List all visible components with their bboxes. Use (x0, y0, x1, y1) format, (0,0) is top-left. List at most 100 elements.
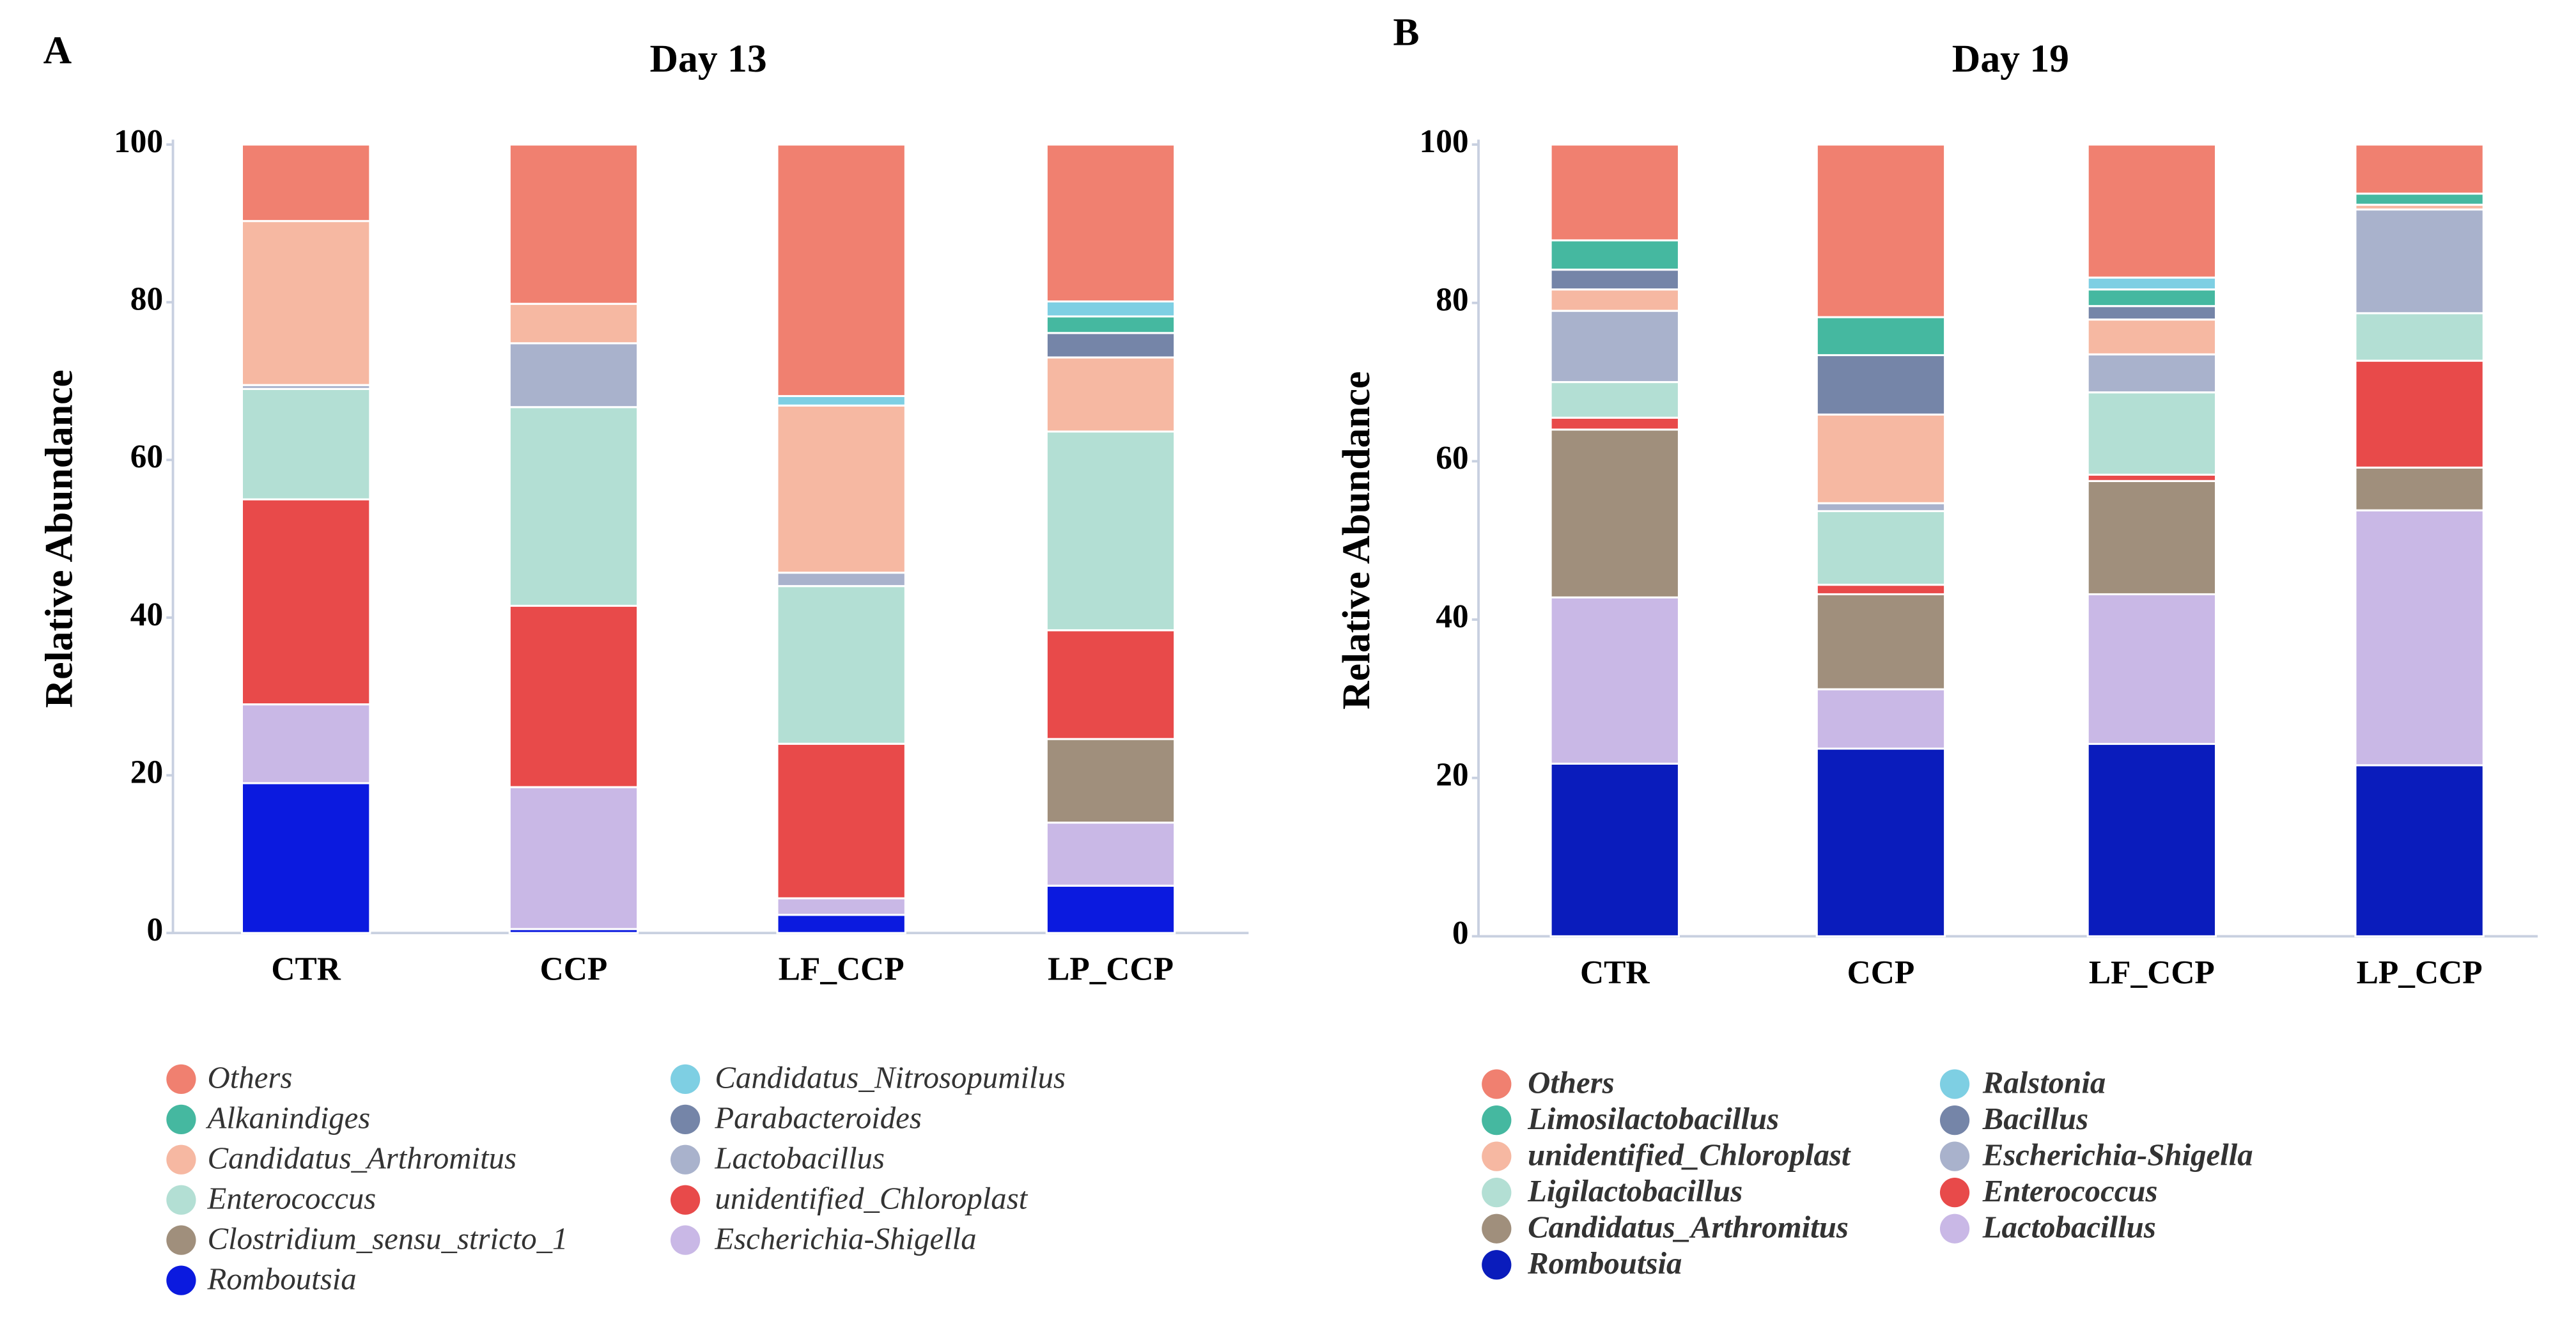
legend-marker (1939, 1069, 1970, 1099)
bar-segment (1549, 762, 1680, 937)
bar-segment (2086, 288, 2217, 308)
x-tick-label: LP_CCP (2357, 955, 2483, 991)
legend-label: Parabacteroides (714, 1101, 921, 1136)
bar-segment (1045, 356, 1176, 433)
bar-segment (1815, 688, 1946, 750)
legend-label: Limosilactobacillus (1527, 1102, 1779, 1136)
bar-segment (1549, 428, 1680, 598)
legend-label: Alkanindiges (206, 1101, 371, 1136)
bar-segment (2086, 305, 2217, 321)
legend-marker (1939, 1141, 1970, 1171)
bar-segment (2354, 143, 2485, 195)
legend-marker (1939, 1178, 1970, 1208)
bar-segment (776, 897, 906, 916)
bar-segment (1045, 300, 1176, 318)
y-tick-label: 80 (130, 281, 163, 318)
legend-marker (1482, 1105, 1512, 1136)
bar-segment (1815, 747, 1946, 937)
bar-segment (1815, 143, 1946, 318)
bar-segment (1549, 288, 1680, 312)
legend-marker (1939, 1214, 1970, 1244)
bar-segment (508, 302, 639, 345)
legend-label: Candidatus_Arthromitus (1528, 1210, 1849, 1244)
bar-segment (240, 498, 371, 706)
bar-segment (1815, 316, 1946, 357)
x-tick-label: CCP (1847, 955, 1915, 991)
y-tick-label: 0 (146, 912, 163, 948)
bar-segment (240, 220, 371, 386)
x-tick-label: CTR (271, 951, 341, 988)
y-axis-label: Relative Abundance (1335, 371, 1378, 710)
bar-segment (2354, 208, 2485, 315)
legend-label: Others (1528, 1065, 1615, 1100)
bar-segment (508, 406, 639, 607)
chart-title: Day 13 (649, 37, 766, 81)
bar-segment (2354, 466, 2485, 511)
panel-label: A (43, 29, 72, 72)
legend-label: Others (208, 1061, 293, 1095)
legend-marker (1482, 1069, 1512, 1099)
bar-segment (2086, 742, 2217, 937)
y-tick-label: 100 (1420, 123, 1469, 160)
bar-segment (1045, 332, 1176, 359)
bar-segment (1549, 381, 1680, 419)
bar-segment (776, 404, 906, 574)
x-tick-label: CTR (1580, 955, 1650, 991)
bar-segment (1045, 315, 1176, 334)
bar-segment (776, 394, 906, 407)
bar-segment (1549, 239, 1680, 271)
x-tick-label: LP_CCP (1048, 951, 1174, 988)
bar-segment (1815, 502, 1946, 512)
bar-segment (2086, 318, 2217, 355)
legend-label: Lactobacillus (1982, 1210, 2156, 1244)
bar-segment (1045, 430, 1176, 632)
legend-label: Enterococcus (207, 1182, 376, 1216)
legend-label: Romboutsia (207, 1261, 357, 1296)
legend-marker (166, 1265, 196, 1295)
bar-segment (240, 703, 371, 784)
bar-segment (508, 143, 639, 305)
bar-segment (776, 914, 906, 934)
bar-segment (1549, 143, 1680, 242)
legend-marker (166, 1104, 196, 1134)
legend-marker (671, 1104, 701, 1134)
x-tick-label: LF_CCP (2089, 955, 2215, 991)
bar-segment (1045, 822, 1176, 887)
y-axis-label: Relative Abundance (38, 370, 81, 708)
bar-segment (2086, 593, 2217, 745)
legend-label: Candidatus_Nitrosopumilus (715, 1061, 1066, 1095)
bar-segment (1045, 884, 1176, 934)
bar-segment (2086, 480, 2217, 595)
bar-segment (1815, 510, 1946, 586)
bar-segment (2086, 276, 2217, 291)
legend-label: Clostridium_sensu_stricto_1 (208, 1221, 568, 1256)
y-tick-label: 40 (130, 597, 163, 633)
bar-segment (508, 786, 639, 930)
legend-label: Bacillus (1982, 1102, 2088, 1136)
y-tick-label: 80 (1436, 282, 1468, 318)
bar-segment (2354, 192, 2485, 206)
y-tick-label: 20 (130, 754, 163, 790)
legend-marker (1939, 1105, 1970, 1136)
y-tick-label: 60 (1436, 440, 1468, 476)
legend-marker (166, 1144, 196, 1175)
panel-label: B (1393, 11, 1419, 54)
legend-marker (671, 1225, 701, 1255)
legend-marker (1482, 1141, 1512, 1171)
legend-label: unidentified_Chloroplast (715, 1182, 1028, 1216)
bar-segment (1549, 416, 1680, 431)
legend-label: Escherichia-Shigella (1982, 1137, 2253, 1172)
bar-segment (240, 782, 371, 934)
y-tick-label: 60 (130, 439, 163, 475)
bar-segment (1045, 143, 1176, 303)
legend-marker (671, 1144, 701, 1175)
bar-segment (1815, 354, 1946, 416)
chart-title: Day 19 (1952, 37, 2069, 81)
legend-marker (166, 1064, 196, 1095)
legend-marker (1482, 1178, 1512, 1208)
x-tick-label: CCP (540, 951, 608, 988)
bar-segment (2354, 312, 2485, 362)
bar-segment (240, 387, 371, 501)
legend-label: unidentified_Chloroplast (1528, 1137, 1851, 1172)
